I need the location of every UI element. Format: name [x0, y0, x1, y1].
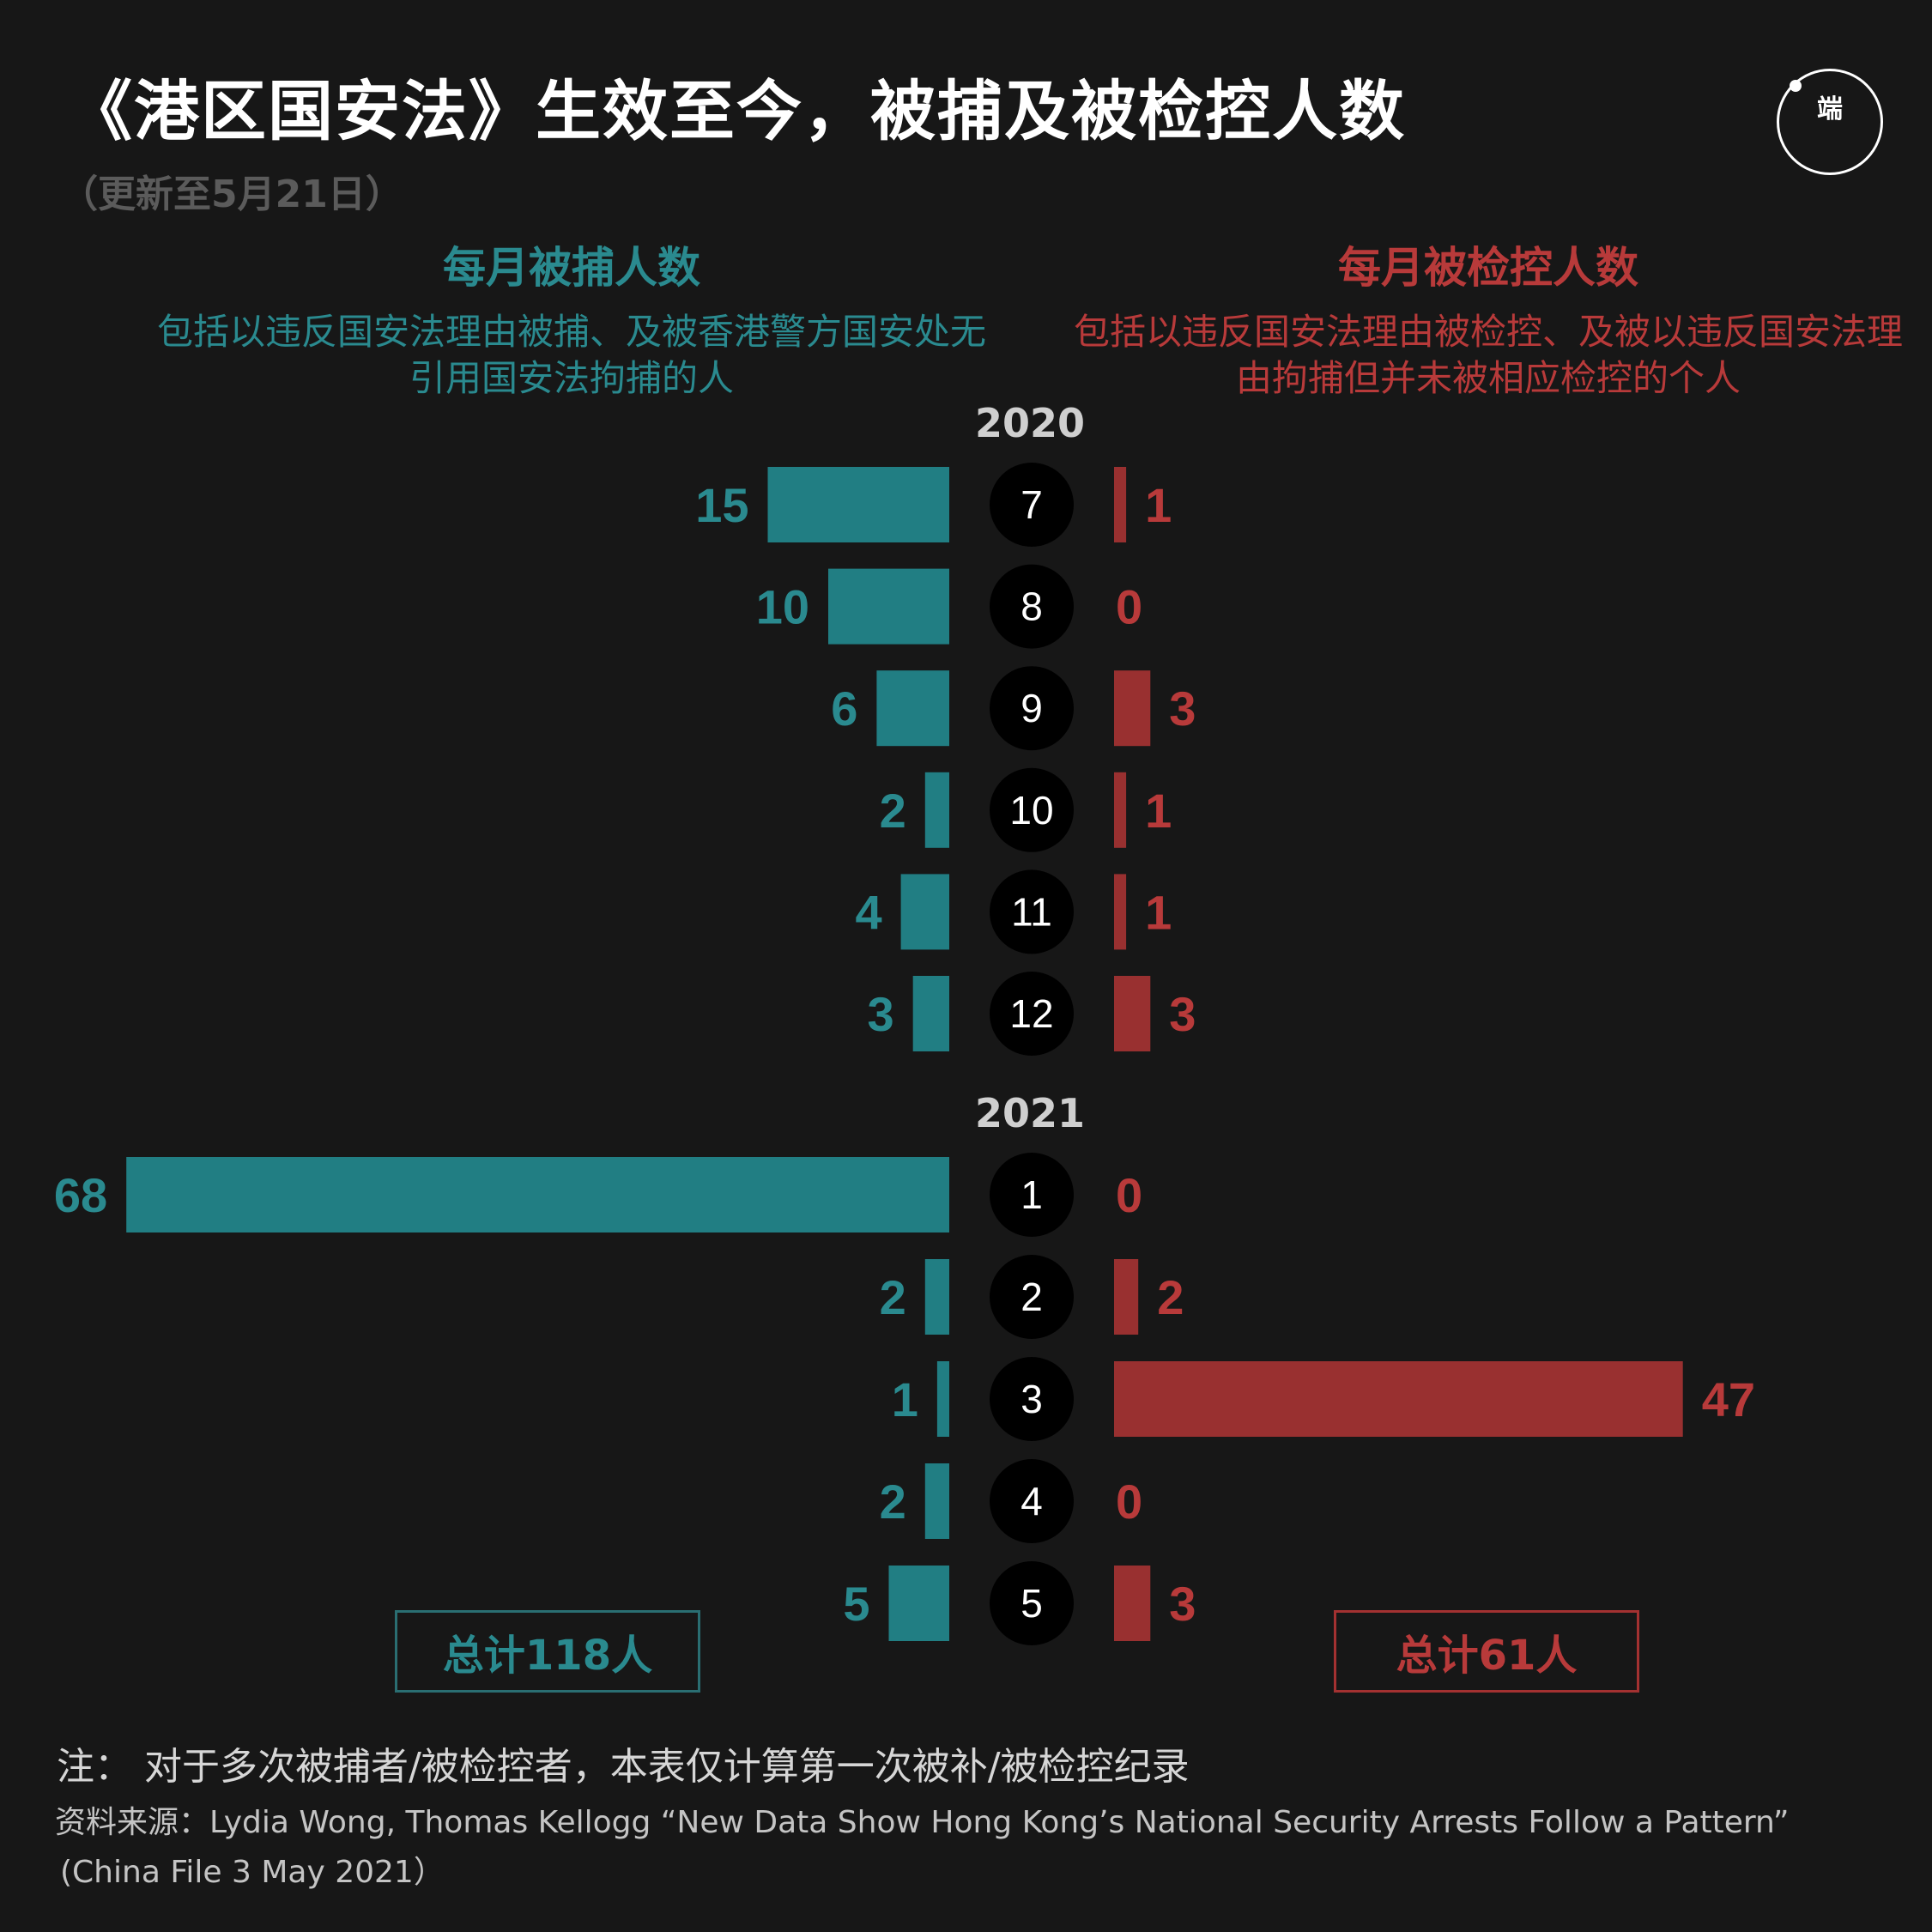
- source-line-1: 资料来源：Lydia Wong, Thomas Kellogg “New Dat…: [55, 1805, 1790, 1840]
- charge-value-label: 3: [1169, 681, 1196, 736]
- month-circle: [990, 666, 1074, 751]
- month-label: 3: [1021, 1377, 1043, 1421]
- month-circle: [990, 767, 1074, 852]
- charge-value-label: 1: [1145, 885, 1172, 939]
- arrest-value-label: 10: [756, 580, 809, 634]
- arrest-bar: [876, 670, 949, 747]
- month-circle: [990, 972, 1074, 1056]
- arrests-heading: 每月被捕人数: [443, 243, 700, 293]
- charge-value-label: 1: [1145, 784, 1172, 838]
- arrest-value-label: 3: [868, 987, 894, 1041]
- footnote: 注： 对于多次被捕者/被检控者，本表仅计算第一次被补/被检控纪录: [57, 1745, 1190, 1789]
- arrest-value-label: 15: [695, 478, 748, 532]
- arrest-bar: [924, 1463, 949, 1539]
- month-circle: [990, 869, 1074, 954]
- arrest-bar: [924, 1259, 949, 1335]
- arrest-value-label: 4: [855, 885, 881, 939]
- charge-value-label: 2: [1157, 1270, 1184, 1324]
- brand-logo: 端: [1777, 69, 1883, 175]
- arrest-value-label: 6: [831, 681, 857, 736]
- charge-value-label: 47: [1702, 1372, 1755, 1426]
- arrest-value-label: 2: [880, 1475, 906, 1529]
- month-label: 4: [1021, 1479, 1043, 1523]
- arrest-value-label: 1: [892, 1372, 918, 1426]
- month-circle: [990, 1357, 1074, 1441]
- month-label: 10: [1009, 788, 1053, 833]
- month-circle: [990, 463, 1074, 547]
- arrest-bar: [936, 1361, 949, 1437]
- charge-value-label: 0: [1116, 1475, 1142, 1529]
- charges-description: 包括以违反国安法理由被检控、及被以违反国安法理由拘捕但并未被相应检控的个人: [1073, 311, 1903, 399]
- month-circle: [990, 564, 1074, 649]
- arrest-bar: [888, 1566, 949, 1641]
- month-label: 7: [1021, 482, 1043, 527]
- arrest-value-label: 5: [843, 1577, 869, 1631]
- month-label: 12: [1009, 991, 1053, 1036]
- charge-value-label: 3: [1169, 987, 1196, 1041]
- arrest-value-label: 2: [880, 784, 906, 838]
- month-label: 9: [1021, 686, 1043, 730]
- charge-value-label: 0: [1116, 1168, 1142, 1222]
- month-label: 11: [1011, 889, 1052, 934]
- charge-bar: [1114, 772, 1127, 848]
- arrest-bar: [767, 467, 949, 542]
- charge-bar: [1114, 1259, 1139, 1335]
- arrest-bar: [912, 976, 949, 1051]
- charge-value-label: 3: [1169, 1577, 1196, 1631]
- month-circle: [990, 1459, 1074, 1543]
- charge-bar: [1114, 1566, 1151, 1641]
- arrest-value-label: 2: [880, 1270, 906, 1324]
- month-label: 5: [1021, 1581, 1043, 1626]
- year-label-2020: 2020: [974, 400, 1086, 446]
- chart-title: 《港区国安法》生效至今，被捕及被检控人数: [67, 73, 1406, 149]
- month-label: 2: [1021, 1275, 1043, 1319]
- charge-value-label: 1: [1145, 478, 1172, 532]
- month-label: 1: [1021, 1172, 1043, 1217]
- arrest-bar: [126, 1157, 949, 1232]
- charge-bar: [1114, 874, 1127, 950]
- charge-bar: [1114, 467, 1127, 542]
- logo-text: 端: [1817, 94, 1843, 124]
- charge-value-label: 0: [1116, 580, 1142, 634]
- charge-bar: [1114, 670, 1151, 747]
- arrests-description: 包括以违反国安法理由被捕、及被香港警方国安处无引用国安法拘捕的人: [156, 311, 986, 399]
- arrest-bar: [924, 772, 949, 848]
- month-circle: [990, 1561, 1074, 1645]
- month-label: 8: [1021, 584, 1043, 629]
- year-label-2021: 2021: [974, 1090, 1086, 1136]
- charge-bar: [1114, 1361, 1683, 1437]
- arrests-total: 总计118人: [395, 1610, 700, 1693]
- logo-dot-icon: [1790, 80, 1802, 92]
- arrest-bar: [828, 568, 949, 645]
- month-circle: [990, 1255, 1074, 1339]
- charges-heading: 每月被检控人数: [1338, 243, 1638, 293]
- chart-subtitle: （更新至5月21日）: [60, 173, 403, 216]
- charges-total: 总计61人: [1334, 1610, 1639, 1693]
- arrest-value-label: 68: [54, 1168, 107, 1222]
- arrest-bar: [900, 874, 949, 950]
- charge-bar: [1114, 976, 1151, 1051]
- source-line-2: (China File 3 May 2021）: [60, 1855, 445, 1890]
- month-circle: [990, 1153, 1074, 1237]
